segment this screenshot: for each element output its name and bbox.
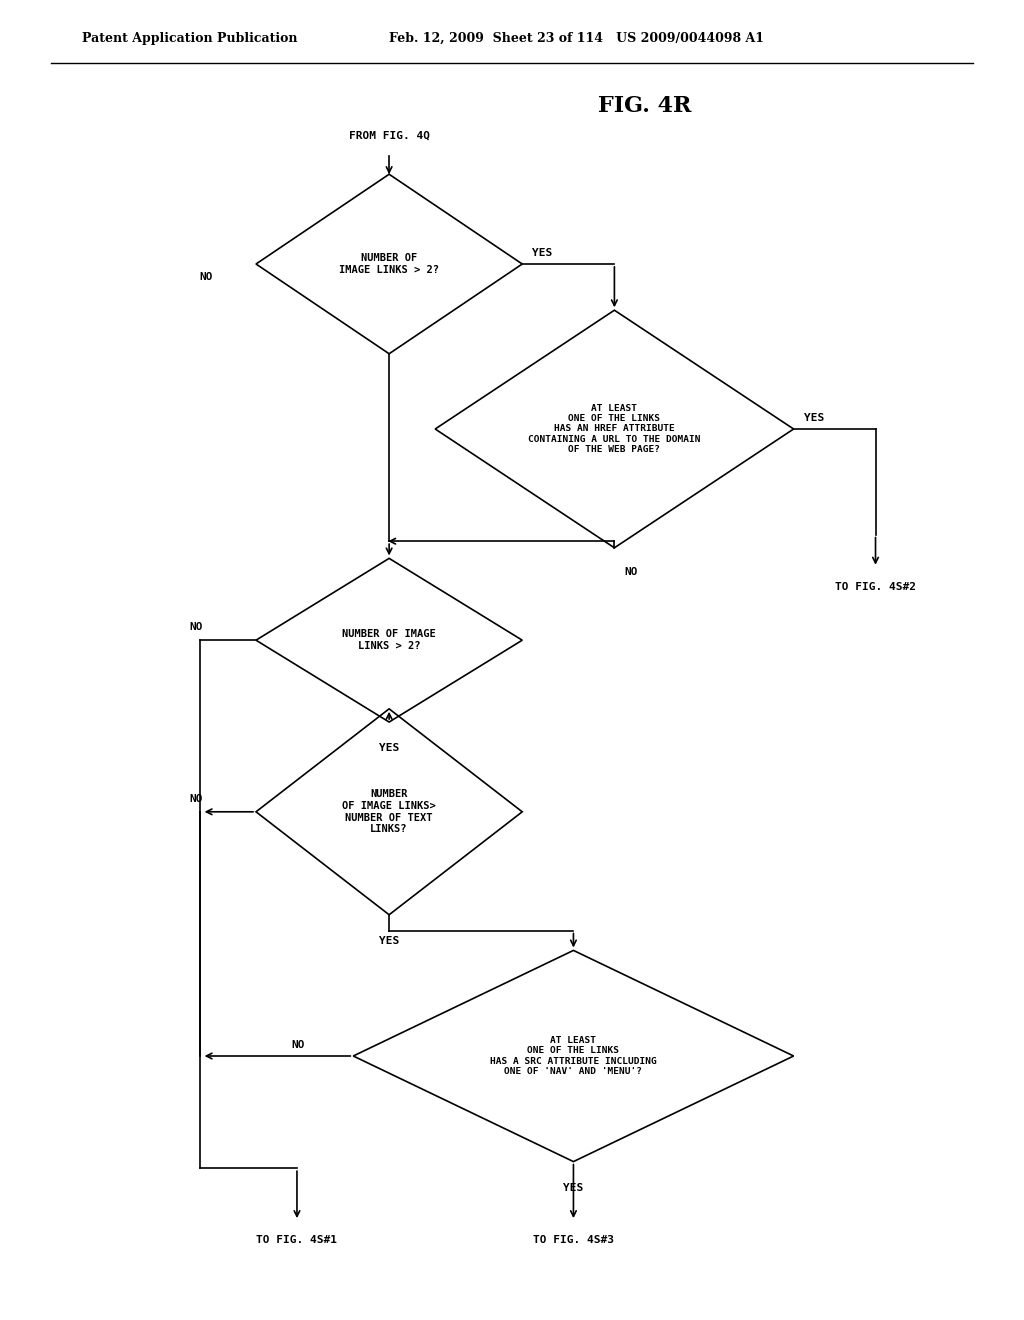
- Text: TO FIG. 4S#3: TO FIG. 4S#3: [532, 1236, 614, 1246]
- Text: NUMBER OF IMAGE
LINKS > 2?: NUMBER OF IMAGE LINKS > 2?: [342, 630, 436, 651]
- Text: NUMBER
OF IMAGE LINKS>
NUMBER OF TEXT
LINKS?: NUMBER OF IMAGE LINKS> NUMBER OF TEXT LI…: [342, 789, 436, 834]
- Text: NO: NO: [200, 272, 213, 282]
- Text: Feb. 12, 2009  Sheet 23 of 114   US 2009/0044098 A1: Feb. 12, 2009 Sheet 23 of 114 US 2009/00…: [389, 32, 764, 45]
- Text: NO: NO: [292, 1040, 305, 1051]
- Text: FIG. 4R: FIG. 4R: [598, 95, 692, 117]
- Text: YES: YES: [379, 936, 399, 946]
- Text: NO: NO: [189, 793, 203, 804]
- Text: Patent Application Publication: Patent Application Publication: [82, 32, 297, 45]
- Text: YES: YES: [563, 1183, 584, 1193]
- Text: YES: YES: [804, 413, 824, 424]
- Text: YES: YES: [532, 248, 553, 259]
- Text: NUMBER OF
IMAGE LINKS > 2?: NUMBER OF IMAGE LINKS > 2?: [339, 253, 439, 275]
- Text: TO FIG. 4S#2: TO FIG. 4S#2: [835, 582, 916, 593]
- Text: YES: YES: [379, 743, 399, 754]
- Text: AT LEAST
ONE OF THE LINKS
HAS A SRC ATTRIBUTE INCLUDING
ONE OF 'NAV' AND 'MENU'?: AT LEAST ONE OF THE LINKS HAS A SRC ATTR…: [490, 1036, 656, 1076]
- Text: FROM FIG. 4Q: FROM FIG. 4Q: [348, 131, 430, 141]
- Text: AT LEAST
ONE OF THE LINKS
HAS AN HREF ATTRIBUTE
CONTAINING A URL TO THE DOMAIN
O: AT LEAST ONE OF THE LINKS HAS AN HREF AT…: [528, 404, 700, 454]
- Text: NO: NO: [625, 566, 638, 577]
- Text: NO: NO: [189, 622, 203, 632]
- Text: TO FIG. 4S#1: TO FIG. 4S#1: [256, 1236, 338, 1246]
